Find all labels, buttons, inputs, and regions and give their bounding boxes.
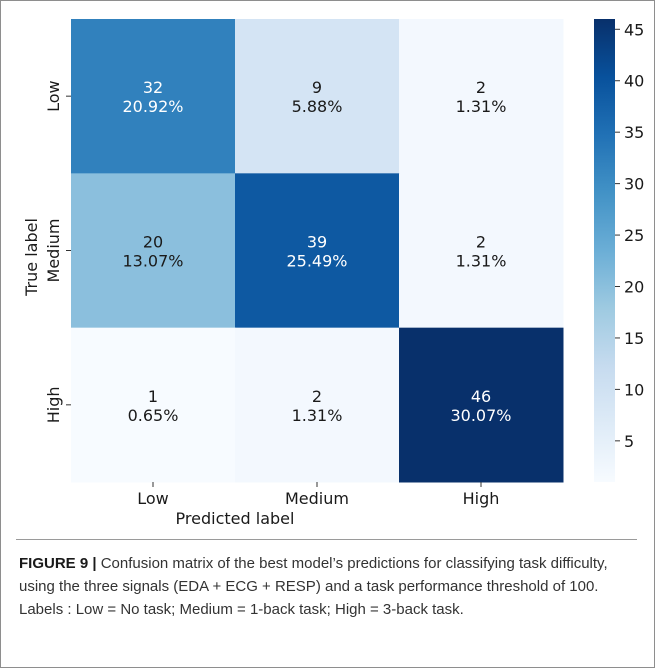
cell-count-label: 32	[143, 78, 163, 97]
cell-percent-label: 30.07%	[450, 406, 511, 425]
colorbar-tick-label: 45	[624, 20, 644, 39]
heatmap-cell	[235, 19, 400, 174]
cell-count-label: 1	[148, 387, 158, 406]
cell-count-label: 2	[476, 233, 486, 252]
x-tick-label: Medium	[285, 489, 349, 508]
cell-percent-label: 0.65%	[128, 406, 179, 425]
heatmap-cell	[71, 327, 236, 483]
heatmap-cell	[399, 19, 564, 174]
y-tick-label: High	[44, 386, 63, 423]
caption-label: FIGURE 9 |	[19, 555, 97, 572]
cell-count-label: 46	[471, 387, 491, 406]
heatmap-cell	[399, 173, 564, 329]
heatmap-cell	[235, 173, 400, 329]
y-tick-label: Low	[44, 80, 63, 112]
cell-count-label: 9	[312, 78, 322, 97]
cell-count-label: 2	[312, 387, 322, 406]
confusion-matrix-chart: 3220.92%95.88%21.31%2013.07%3925.49%21.3…	[22, 19, 644, 528]
cell-count-label: 2	[476, 78, 486, 97]
figure-caption: FIGURE 9 | Confusion matrix of the best …	[19, 552, 639, 621]
colorbar-tick-label: 30	[624, 175, 644, 194]
cell-count-label: 20	[143, 233, 163, 252]
cell-percent-label: 20.92%	[122, 97, 183, 116]
x-axis-title: Predicted label	[176, 509, 295, 528]
colorbar	[594, 19, 615, 482]
cell-percent-label: 25.49%	[286, 252, 347, 271]
cell-percent-label: 1.31%	[456, 252, 507, 271]
colorbar-tick-label: 15	[624, 329, 644, 348]
heatmap-cell	[71, 173, 236, 329]
heatmap-cell	[71, 19, 236, 174]
caption-text: Confusion matrix of the best model’s pre…	[19, 555, 608, 618]
colorbar-tick-label: 20	[624, 278, 644, 297]
cell-percent-label: 1.31%	[456, 97, 507, 116]
y-axis-title: True label	[22, 218, 41, 297]
cell-count-label: 39	[307, 233, 327, 252]
x-tick-label: Low	[137, 489, 169, 508]
y-tick-label: Medium	[44, 219, 63, 283]
colorbar-tick-label: 40	[624, 72, 644, 91]
caption-divider	[16, 539, 637, 540]
colorbar-tick-label: 5	[624, 432, 634, 451]
cell-percent-label: 1.31%	[292, 406, 343, 425]
cell-percent-label: 5.88%	[292, 97, 343, 116]
colorbar-tick-label: 10	[624, 380, 644, 399]
colorbar-tick-label: 35	[624, 123, 644, 142]
cell-percent-label: 13.07%	[122, 252, 183, 271]
colorbar-tick-label: 25	[624, 226, 644, 245]
heatmap-cell	[399, 327, 564, 483]
heatmap-cell	[235, 327, 400, 483]
x-tick-label: High	[463, 489, 500, 508]
